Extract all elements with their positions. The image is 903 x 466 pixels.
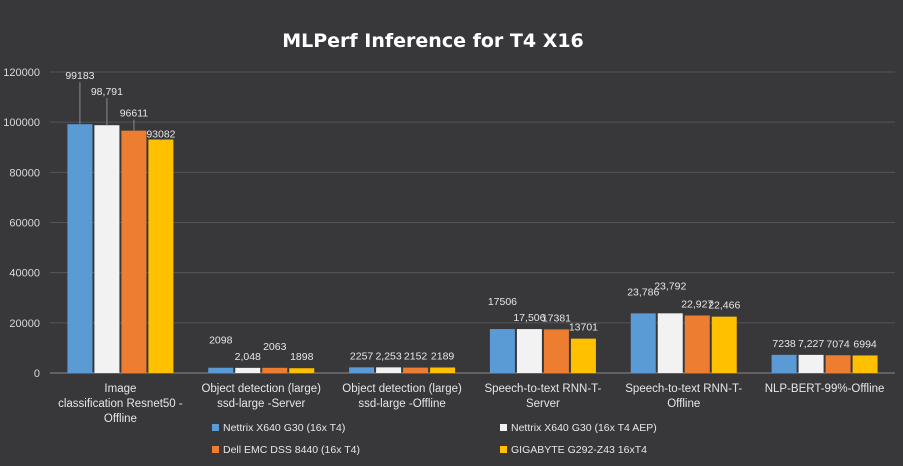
- legend-label: Nettrix X640 G30 (16x T4): [223, 422, 345, 434]
- bar: [208, 367, 234, 373]
- category-label: Offline: [104, 413, 137, 425]
- category-label: classification Resnet50 -: [58, 398, 183, 410]
- category-label: NLP-BERT-99%-Offline: [765, 383, 885, 395]
- data-label: 22,927: [681, 298, 713, 310]
- data-label: 98,791: [91, 86, 123, 98]
- data-label: 99183: [65, 70, 94, 82]
- data-label: 7238: [772, 338, 796, 350]
- y-axis-ticks: 0 20000 40000 60000 80000 100000 120000: [3, 67, 40, 380]
- bar: [657, 313, 683, 373]
- y-tick-label: 0: [34, 368, 40, 380]
- data-label: 6994: [853, 338, 877, 350]
- bar: [489, 329, 515, 373]
- legend-label: GIGABYTE G292-Z43 16xT4: [511, 444, 647, 456]
- legend-swatch: [500, 424, 507, 431]
- legend-swatch: [212, 424, 219, 431]
- legend: Nettrix X640 G30 (16x T4) Nettrix X640 G3…: [212, 422, 657, 456]
- bar: [516, 329, 542, 373]
- data-label: 93082: [146, 129, 175, 141]
- bar: [684, 315, 710, 373]
- data-label: 96611: [120, 108, 149, 120]
- data-label: 23,792: [654, 280, 686, 292]
- legend-swatch: [500, 446, 507, 453]
- data-label: 7074: [826, 338, 850, 350]
- category-label: Speech-to-text RNN-T-: [625, 383, 742, 395]
- data-label: 1898: [290, 351, 314, 363]
- bar: [121, 130, 147, 373]
- bars: [67, 124, 878, 373]
- category-label: ssd-large -Server: [217, 398, 305, 410]
- y-tick-label: 60000: [9, 218, 40, 230]
- chart-title: MLPerf Inference for T4 X16: [282, 30, 584, 52]
- data-label: 13701: [569, 322, 598, 334]
- category-label: Image: [104, 383, 136, 395]
- bar: [852, 355, 878, 373]
- bar: [825, 355, 851, 373]
- bar: [570, 338, 596, 373]
- data-label: 7,227: [798, 338, 824, 350]
- data-label: 2189: [431, 351, 455, 363]
- category-label: Object detection (large): [201, 383, 321, 395]
- data-label: 17381: [542, 312, 571, 324]
- bar: [403, 367, 429, 373]
- bar: [148, 139, 174, 373]
- data-label: 17,506: [513, 312, 545, 324]
- legend-label: Nettrix X640 G30 (16x T4 AEP): [511, 422, 657, 434]
- y-tick-label: 40000: [9, 268, 40, 280]
- bar: [771, 354, 797, 373]
- legend-swatch: [212, 446, 219, 453]
- data-label: 2,048: [235, 351, 261, 363]
- data-label: 2,253: [375, 350, 401, 362]
- bar: [430, 367, 456, 373]
- category-label: Offline: [667, 398, 700, 410]
- legend-label: Dell EMC DSS 8440 (16x T4): [223, 444, 360, 456]
- data-label: 2098: [209, 335, 233, 347]
- bar: [349, 367, 375, 373]
- data-label: 17506: [488, 296, 517, 308]
- bar: [376, 367, 402, 373]
- bar: [289, 368, 315, 373]
- bar: [94, 125, 120, 373]
- data-label: 23,786: [627, 286, 659, 298]
- bar: [543, 329, 569, 373]
- data-label: 2257: [350, 350, 374, 362]
- data-label: 22,466: [708, 300, 740, 312]
- bar: [235, 367, 261, 373]
- category-label: Object detection (large): [342, 383, 462, 395]
- category-label: ssd-large -Offline: [358, 398, 445, 410]
- y-tick-label: 100000: [3, 117, 40, 129]
- category-label: Speech-to-text RNN-T-: [484, 383, 601, 395]
- bar: [67, 124, 93, 373]
- y-tick-label: 80000: [9, 167, 40, 179]
- category-label: Server: [526, 398, 560, 410]
- gridlines: [50, 71, 895, 374]
- x-axis-categories: Image classification Resnet50 - Offline Obj…: [58, 383, 884, 425]
- data-label: 2152: [404, 351, 428, 363]
- bar: [798, 354, 824, 373]
- y-tick-label: 20000: [9, 318, 40, 330]
- data-label: 2063: [263, 341, 287, 353]
- bar: [711, 316, 737, 373]
- y-tick-label: 120000: [3, 67, 40, 79]
- bar: [630, 313, 656, 373]
- bar: [262, 367, 288, 373]
